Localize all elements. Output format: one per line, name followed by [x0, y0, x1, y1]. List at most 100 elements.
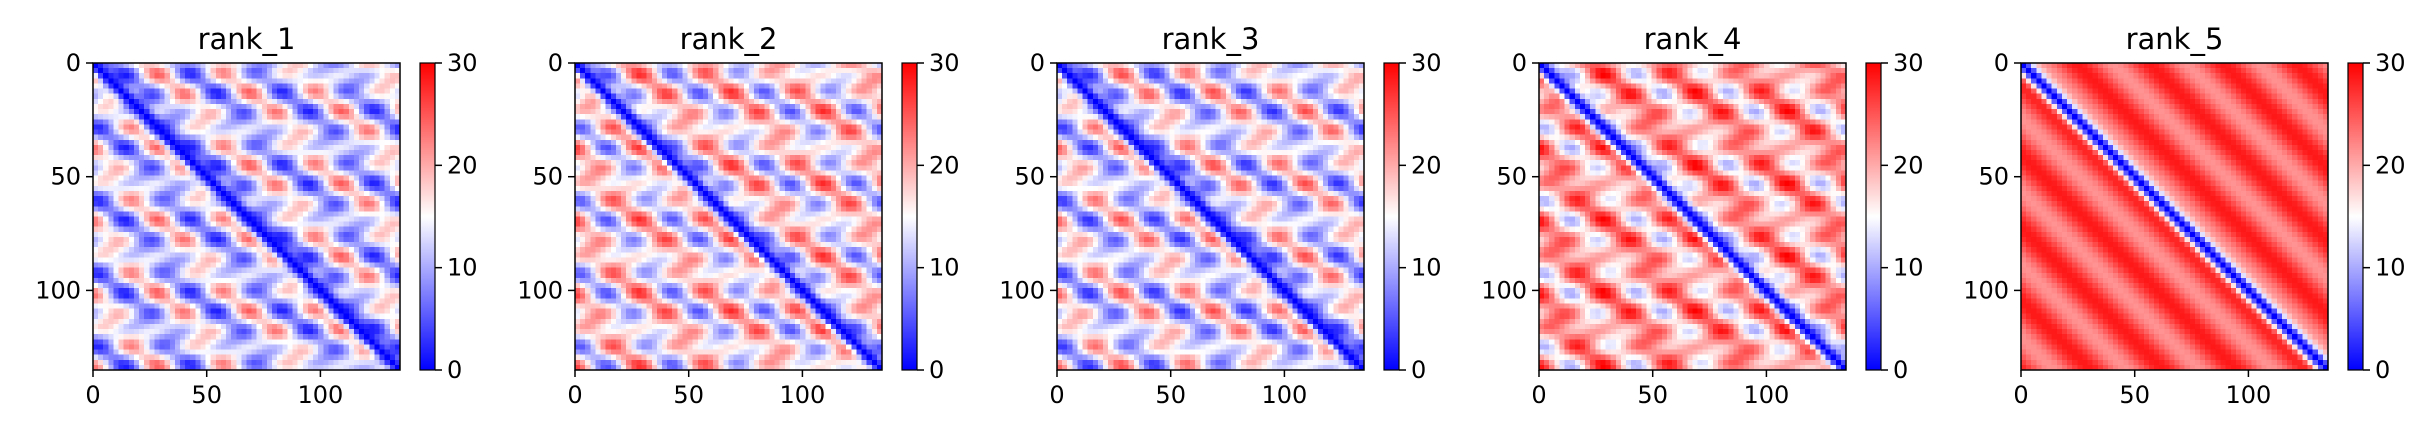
- heatmap-cell: [164, 247, 171, 253]
- heatmap-cell: [246, 252, 253, 259]
- heatmap-cell: [313, 221, 319, 228]
- heatmap-cell: [795, 155, 801, 161]
- heatmap-cell: [287, 339, 294, 346]
- heatmap-cell: [374, 359, 381, 366]
- heatmap-cell: [389, 149, 396, 156]
- heatmap-cell: [595, 73, 602, 79]
- heatmap-cell: [718, 129, 724, 136]
- heatmap-cell: [333, 190, 340, 197]
- heatmap-cell: [149, 298, 155, 305]
- heatmap-cell: [246, 339, 253, 346]
- heatmap-cell: [174, 83, 181, 90]
- heatmap-cell: [353, 185, 360, 192]
- heatmap-cell: [164, 93, 171, 100]
- heatmap-cell: [820, 124, 827, 131]
- heatmap-cell: [394, 190, 401, 197]
- heatmap-cell: [389, 298, 396, 305]
- heatmap-cell: [108, 329, 115, 335]
- heatmap-cell: [128, 206, 135, 212]
- heatmap-cell: [93, 170, 99, 177]
- heatmap-cell: [236, 88, 242, 95]
- heatmap-cell: [256, 288, 263, 294]
- heatmap-cell: [364, 139, 370, 146]
- heatmap-cell: [353, 221, 360, 228]
- heatmap-cell: [226, 124, 232, 131]
- heatmap-cell: [174, 334, 181, 340]
- heatmap-cell: [323, 323, 329, 330]
- heatmap-cell: [851, 68, 858, 74]
- heatmap-cell: [697, 170, 704, 177]
- heatmap-cell: [241, 231, 248, 238]
- heatmap-cell: [728, 78, 735, 85]
- heatmap-cell: [185, 206, 191, 212]
- heatmap-cell: [677, 129, 684, 136]
- heatmap-cell: [389, 155, 396, 161]
- heatmap-cell: [103, 114, 109, 120]
- heatmap-cell: [348, 139, 355, 146]
- heatmap-cell: [128, 334, 135, 340]
- heatmap-cell: [98, 114, 104, 120]
- heatmap-cell: [307, 155, 314, 161]
- heatmap-cell: [169, 93, 176, 100]
- heatmap-cell: [626, 103, 632, 110]
- heatmap-cell: [605, 134, 612, 141]
- heatmap-cell: [379, 211, 386, 218]
- heatmap-cell: [779, 170, 786, 177]
- heatmap-cell: [830, 83, 837, 90]
- heatmap-cell: [323, 216, 329, 223]
- heatmap-cell: [728, 88, 735, 95]
- heatmap-cell: [226, 88, 232, 95]
- heatmap-cell: [169, 277, 176, 284]
- heatmap-cell: [805, 98, 811, 105]
- heatmap-cell: [338, 267, 345, 274]
- heatmap-cell: [302, 313, 309, 320]
- heatmap-cell: [328, 180, 335, 187]
- heatmap-cell: [118, 98, 125, 105]
- heatmap-cell: [154, 247, 161, 253]
- heatmap-cell: [108, 308, 115, 315]
- heatmap-cell: [338, 124, 345, 131]
- heatmap-cell: [272, 211, 278, 218]
- heatmap-cell: [205, 262, 212, 269]
- heatmap-cell: [297, 283, 304, 289]
- heatmap-cell: [98, 298, 104, 305]
- heatmap-cell: [133, 124, 140, 131]
- heatmap-cell: [866, 134, 873, 141]
- heatmap-cell: [595, 149, 602, 156]
- heatmap-cell: [292, 257, 299, 264]
- heatmap-cell: [297, 180, 304, 187]
- heatmap-cell: [364, 354, 370, 361]
- heatmap-cell: [364, 165, 370, 172]
- heatmap-cell: [282, 216, 289, 223]
- heatmap-cell: [328, 149, 335, 156]
- heatmap-cell: [595, 170, 602, 177]
- heatmap-cell: [226, 139, 232, 146]
- heatmap-cell: [113, 231, 120, 238]
- heatmap-cell: [374, 185, 381, 192]
- heatmap-cell: [190, 303, 196, 310]
- heatmap-cell: [139, 257, 145, 264]
- heatmap-cell: [215, 226, 222, 233]
- heatmap-cell: [394, 216, 401, 223]
- heatmap-cell: [687, 149, 694, 156]
- heatmap-cell: [241, 185, 248, 192]
- heatmap-cell: [769, 78, 776, 85]
- heatmap-cell: [164, 129, 171, 136]
- heatmap-cell: [861, 134, 868, 141]
- heatmap-cell: [328, 155, 335, 161]
- heatmap-cell: [210, 196, 217, 202]
- heatmap-cell: [646, 165, 653, 172]
- heatmap-cell: [364, 329, 370, 335]
- heatmap-cell: [226, 68, 232, 74]
- heatmap-cell: [667, 144, 673, 151]
- heatmap-cell: [728, 124, 735, 131]
- heatmap-cell: [226, 257, 232, 264]
- heatmap-cell: [190, 165, 196, 172]
- heatmap-cell: [169, 206, 176, 212]
- heatmap-cell: [364, 252, 370, 259]
- heatmap-cell: [210, 103, 217, 110]
- heatmap-cell: [302, 318, 309, 325]
- heatmap-cell: [205, 175, 212, 182]
- heatmap-cell: [641, 124, 648, 131]
- heatmap-cell: [149, 318, 155, 325]
